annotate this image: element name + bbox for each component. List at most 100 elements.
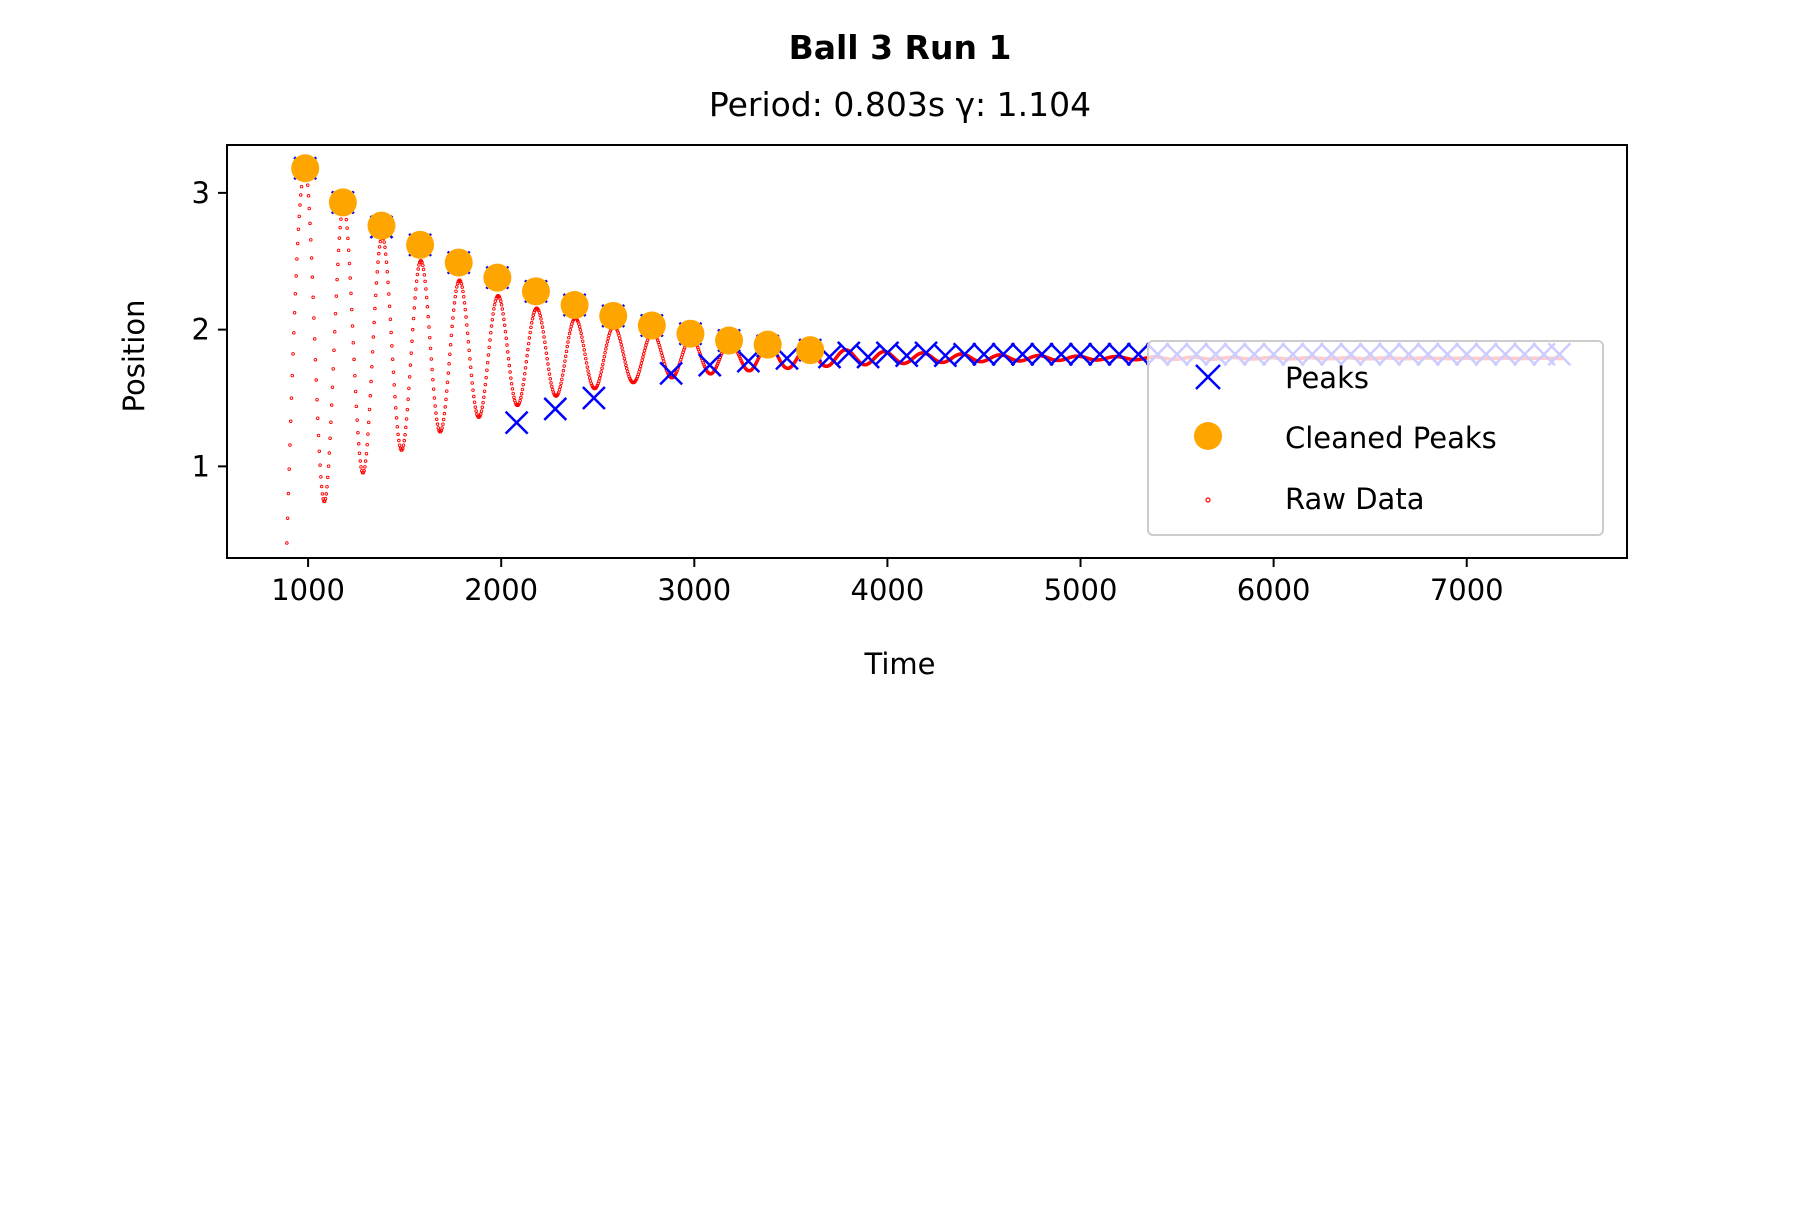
raw-data-point: [413, 296, 417, 300]
raw-data-point: [624, 363, 628, 368]
raw-data-point: [526, 341, 531, 346]
raw-data-point: [345, 226, 349, 230]
cleaned-peak-point: [367, 211, 396, 240]
raw-data-point: [314, 378, 318, 382]
raw-data-point: [483, 382, 488, 387]
raw-data-point: [550, 384, 554, 389]
raw-data-point: [641, 355, 645, 359]
raw-data-point: [288, 419, 293, 424]
raw-data-point: [294, 274, 298, 278]
raw-data-point: [384, 260, 389, 265]
raw-data-point: [581, 343, 586, 348]
raw-data-point: [378, 239, 383, 244]
cleaned-peak-point: [599, 301, 628, 330]
raw-data-point: [605, 339, 610, 344]
raw-data-point: [566, 340, 570, 344]
raw-data-point: [453, 294, 458, 299]
raw-data-point: [325, 485, 329, 489]
raw-data-point: [459, 282, 464, 286]
peak-marker: [1049, 342, 1074, 367]
raw-data-point: [638, 367, 642, 371]
raw-data-point: [350, 324, 355, 328]
raw-data-point: [620, 346, 624, 350]
raw-data-point: [289, 396, 294, 400]
peak-marker: [991, 342, 1016, 367]
raw-data-point: [569, 324, 573, 329]
raw-data-point: [306, 193, 311, 198]
raw-data-point: [356, 442, 361, 446]
cleaned-peak-point: [483, 263, 512, 292]
raw-data-point: [295, 257, 299, 261]
raw-data-point: [435, 422, 440, 426]
raw-data-point: [349, 307, 354, 312]
raw-data-point: [567, 335, 571, 340]
raw-data-point: [558, 384, 563, 389]
raw-data-point: [509, 376, 513, 380]
raw-data-point: [397, 443, 402, 448]
raw-data-point: [432, 396, 437, 400]
raw-data-point: [406, 397, 410, 402]
raw-data-point: [606, 336, 610, 341]
raw-data-point: [433, 404, 437, 408]
raw-data-point: [545, 356, 549, 361]
raw-data-point: [468, 365, 473, 370]
raw-data-point: [370, 350, 375, 354]
raw-data-point: [404, 417, 409, 421]
raw-data-point: [337, 236, 342, 240]
raw-data-point: [440, 426, 444, 430]
raw-data-point: [546, 367, 551, 371]
raw-data-point: [489, 331, 493, 335]
raw-data-point: [415, 272, 420, 277]
raw-data-point: [641, 352, 646, 356]
cleaned-peak-point: [753, 330, 782, 359]
raw-data-point: [333, 330, 337, 334]
raw-data-point: [448, 342, 453, 347]
raw-data-point: [503, 329, 508, 334]
raw-data-point: [323, 497, 328, 501]
raw-data-point: [382, 240, 386, 244]
raw-data-point: [445, 389, 449, 393]
raw-data-point: [409, 351, 413, 355]
raw-data-point: [531, 313, 536, 318]
x-tick-label: 3000: [657, 573, 731, 607]
peak-marker: [972, 342, 996, 367]
raw-data-point: [575, 318, 580, 322]
raw-data-point: [316, 416, 320, 421]
raw-data-point: [584, 356, 588, 361]
raw-data-point: [355, 418, 359, 422]
raw-data-point: [443, 405, 447, 409]
raw-data-point: [356, 430, 360, 435]
peak-marker: [1107, 342, 1132, 367]
x-tick-label: 4000: [851, 573, 925, 607]
raw-data-point: [390, 357, 395, 361]
raw-data-point: [312, 337, 317, 341]
raw-data-point: [462, 301, 467, 305]
raw-data-point: [470, 381, 474, 385]
raw-data-point: [327, 451, 332, 455]
raw-data-point: [485, 368, 489, 372]
raw-data-point: [507, 363, 512, 368]
raw-data-point: [373, 293, 378, 298]
legend-label-raw-data: Raw Data: [1285, 482, 1424, 516]
raw-data-point: [523, 371, 527, 376]
raw-data-point: [347, 261, 352, 266]
raw-data-point: [319, 484, 324, 489]
raw-data-point: [295, 241, 300, 246]
raw-data-point: [524, 360, 529, 364]
raw-data-point: [431, 387, 436, 391]
raw-data-point: [375, 270, 379, 274]
raw-data-point: [426, 314, 430, 319]
raw-data-point: [508, 370, 512, 374]
raw-data-point: [416, 267, 420, 271]
raw-data-point: [478, 412, 483, 416]
raw-data-point: [383, 252, 388, 256]
raw-data-point: [312, 316, 316, 320]
raw-data-point: [402, 438, 407, 443]
raw-data-point: [372, 320, 376, 325]
raw-data-point: [519, 392, 524, 396]
raw-data-point: [499, 303, 504, 307]
raw-data-point: [359, 465, 363, 469]
raw-data-point: [511, 391, 515, 396]
raw-data-point: [601, 358, 606, 363]
